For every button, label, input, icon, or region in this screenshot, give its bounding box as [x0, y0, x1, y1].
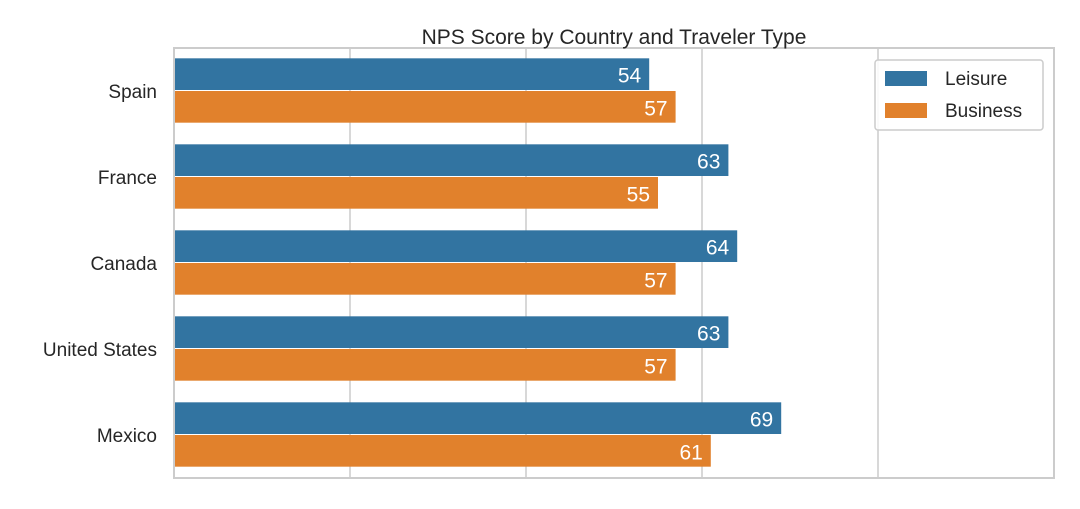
data-label: 54 [618, 65, 642, 88]
chart-title: NPS Score by Country and Traveler Type [422, 26, 807, 49]
bar-france-business [175, 177, 658, 209]
bar-mexico-leisure [175, 402, 782, 434]
bar-spain-business [175, 91, 676, 123]
legend-swatch-business [885, 103, 927, 118]
data-label: 57 [644, 269, 667, 292]
bar-mexico-business [175, 435, 711, 467]
data-label: 61 [679, 441, 702, 464]
bar-canada-business [175, 263, 676, 295]
plot-frame [173, 47, 1055, 479]
bar-spain-leisure [175, 58, 650, 90]
data-label: 55 [627, 183, 650, 206]
bar-france-leisure [175, 144, 729, 176]
bar-united-states-leisure [175, 316, 729, 348]
category-labels: Spain France Canada United States Mexico [43, 82, 158, 447]
legend-swatch-leisure [885, 71, 927, 86]
data-label: 63 [697, 151, 720, 174]
category-label: Canada [90, 254, 157, 275]
data-label: 63 [697, 323, 720, 346]
data-label: 69 [750, 409, 773, 432]
legend-label-leisure: Leisure [945, 69, 1007, 90]
data-label: 57 [644, 355, 667, 378]
legend-label-business: Business [945, 101, 1022, 122]
data-label: 57 [644, 97, 667, 120]
category-label: France [98, 168, 157, 189]
category-label: Mexico [97, 426, 157, 447]
category-label: United States [43, 340, 157, 361]
bar-united-states-business [175, 349, 676, 381]
legend: Leisure Business [874, 59, 1044, 131]
data-label: 64 [706, 237, 730, 260]
bar-canada-leisure [175, 230, 738, 262]
category-label: Spain [108, 82, 157, 103]
bars [175, 58, 782, 467]
